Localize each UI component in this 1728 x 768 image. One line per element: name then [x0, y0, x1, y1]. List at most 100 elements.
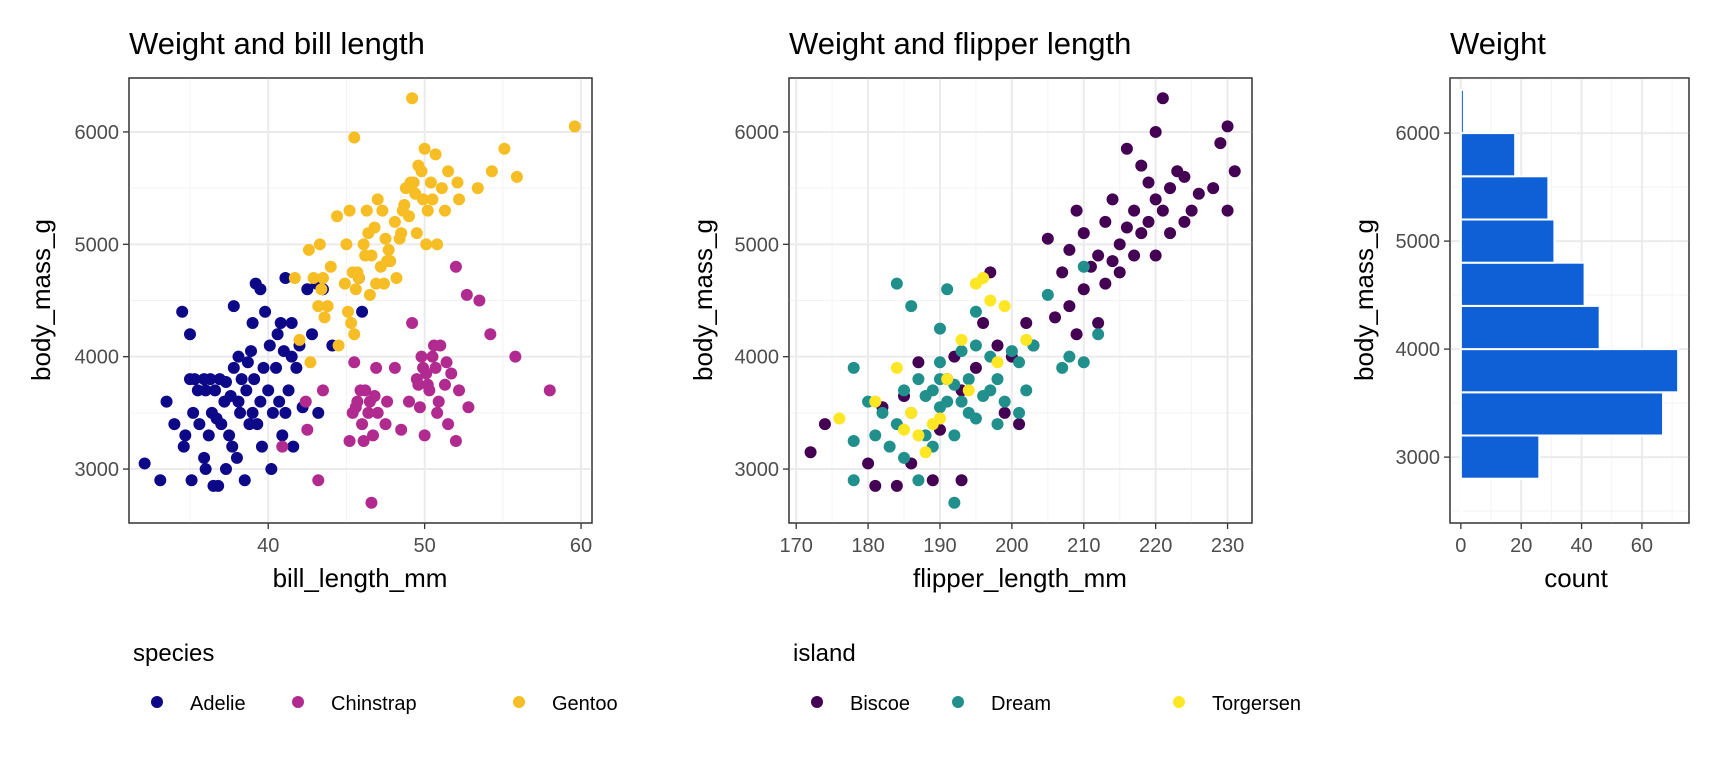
x-tick-label: 220	[1139, 535, 1172, 557]
data-point-gentoo	[451, 176, 464, 189]
data-point-gentoo	[360, 204, 373, 217]
data-point-torgersen	[998, 300, 1011, 313]
data-point-gentoo	[568, 120, 581, 133]
data-points	[804, 92, 1241, 509]
data-point-adelie	[232, 395, 245, 408]
data-point-adelie	[257, 361, 270, 374]
data-point-biscoe	[969, 361, 982, 374]
data-point-chinstrap	[406, 316, 419, 329]
x-tick-label: 40	[257, 535, 279, 557]
x-axis-title: bill_length_mm	[273, 563, 448, 593]
data-point-biscoe	[912, 356, 925, 369]
data-point-adelie	[285, 350, 298, 363]
data-point-biscoe	[991, 339, 1004, 352]
data-point-torgersen	[912, 429, 925, 442]
data-point-biscoe	[1041, 232, 1054, 245]
data-point-chinstrap	[438, 378, 451, 391]
data-point-chinstrap	[351, 395, 364, 408]
data-point-biscoe	[1106, 193, 1119, 206]
x-tick-label: 170	[780, 535, 813, 557]
data-point-dream	[969, 305, 982, 318]
data-point-gentoo	[382, 243, 395, 256]
legend-label-gentoo: Gentoo	[552, 693, 618, 715]
chart-title: Weight	[1450, 26, 1546, 61]
legend-label-adelie: Adelie	[190, 693, 246, 715]
data-point-chinstrap	[449, 260, 462, 273]
data-point-dream	[991, 373, 1004, 386]
data-point-adelie	[176, 305, 189, 318]
data-point-torgersen	[977, 272, 990, 285]
grid-lines	[789, 78, 1252, 523]
data-point-adelie	[177, 440, 190, 453]
data-point-adelie	[232, 350, 245, 363]
data-point-gentoo	[340, 238, 353, 251]
data-point-biscoe	[1164, 227, 1177, 240]
data-point-adelie	[266, 406, 279, 419]
data-point-gentoo	[348, 328, 361, 341]
data-point-dream	[962, 373, 975, 386]
data-point-dream	[847, 434, 860, 447]
y-tick-label: 4000	[735, 347, 780, 369]
data-point-adelie	[193, 418, 206, 431]
data-point-dream	[941, 283, 954, 296]
data-point-chinstrap	[365, 496, 378, 509]
y-axis-title: body_mass_g	[1349, 219, 1379, 381]
data-point-adelie	[241, 356, 254, 369]
data-point-biscoe	[1113, 266, 1126, 279]
data-point-chinstrap	[381, 395, 394, 408]
data-point-dream	[955, 395, 968, 408]
data-point-adelie	[199, 463, 212, 476]
legend-label-chinstrap: Chinstrap	[331, 693, 417, 715]
data-point-biscoe	[1156, 204, 1169, 217]
data-point-gentoo	[377, 277, 390, 290]
data-point-adelie	[259, 305, 272, 318]
data-point-biscoe	[804, 446, 817, 459]
data-point-adelie	[234, 406, 247, 419]
data-point-gentoo	[357, 238, 370, 251]
data-points	[138, 92, 581, 509]
data-point-dream	[933, 322, 946, 335]
data-point-torgersen	[890, 361, 903, 374]
y-tick-label: 3000	[735, 459, 780, 481]
data-point-gentoo	[293, 333, 306, 346]
data-point-biscoe	[1178, 170, 1191, 183]
data-point-torgersen	[1020, 333, 1033, 346]
data-point-biscoe	[926, 474, 939, 487]
data-point-biscoe	[818, 418, 831, 431]
x-tick-label: 40	[1570, 535, 1592, 557]
data-point-torgersen	[991, 356, 1004, 369]
data-point-adelie	[287, 440, 300, 453]
data-point-chinstrap	[429, 361, 442, 374]
data-point-chinstrap	[276, 440, 289, 453]
data-point-gentoo	[324, 260, 337, 273]
data-point-adelie	[238, 474, 251, 487]
data-point-gentoo	[429, 148, 442, 161]
data-point-chinstrap	[418, 429, 431, 442]
histogram-bar	[1459, 304, 1601, 351]
data-point-chinstrap	[299, 395, 312, 408]
data-point-adelie	[276, 429, 289, 442]
x-tick-label: 210	[1067, 535, 1100, 557]
data-point-gentoo	[321, 300, 334, 313]
data-point-chinstrap	[312, 474, 325, 487]
data-point-chinstrap	[359, 384, 372, 397]
data-point-torgersen	[941, 373, 954, 386]
data-point-biscoe	[998, 406, 1011, 419]
data-point-torgersen	[933, 412, 946, 425]
data-point-gentoo	[471, 182, 484, 195]
legend-key-chinstrap	[292, 696, 304, 708]
data-point-biscoe	[1049, 311, 1062, 324]
x-tick-label: 50	[414, 535, 436, 557]
data-point-gentoo	[288, 272, 301, 285]
data-point-adelie	[188, 373, 201, 386]
data-point-gentoo	[343, 204, 356, 217]
data-point-biscoe	[862, 457, 875, 470]
legend: Biscoe Dream Torgersen	[811, 693, 1301, 715]
data-point-gentoo	[498, 142, 511, 155]
data-point-chinstrap	[449, 434, 462, 447]
data-point-chinstrap	[395, 423, 408, 436]
data-point-adelie	[204, 373, 217, 386]
legend-key-gentoo	[513, 696, 525, 708]
chart-bill-length: Weight and bill length 40 50 60 3000 4000 500…	[26, 26, 618, 715]
x-tick-label: 60	[1631, 535, 1653, 557]
